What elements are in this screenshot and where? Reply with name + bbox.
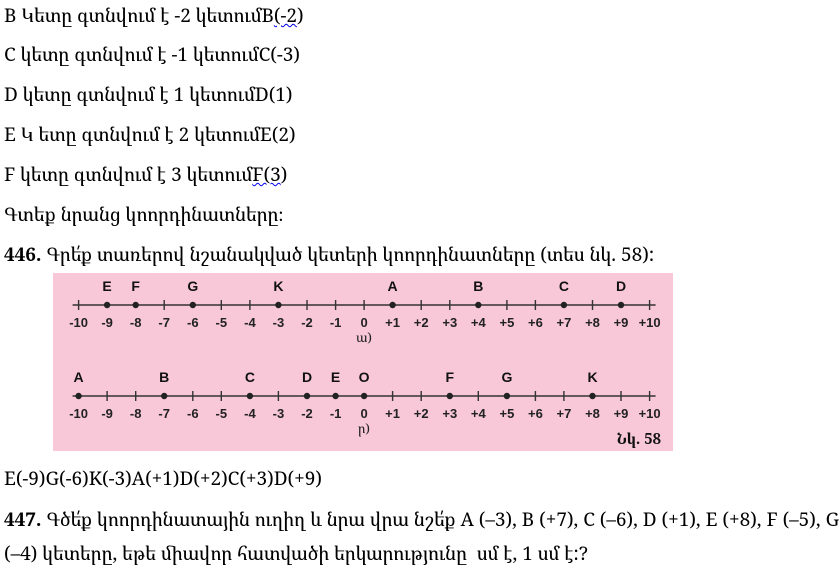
- svg-text:C: C: [559, 278, 569, 294]
- svg-text:+1: +1: [385, 406, 400, 421]
- svg-text:+10: +10: [639, 315, 661, 330]
- svg-text:-5: -5: [216, 406, 228, 421]
- svg-text:-4: -4: [244, 406, 256, 421]
- svg-text:D: D: [616, 278, 626, 294]
- svg-text:+6: +6: [528, 315, 543, 330]
- svg-text:+4: +4: [471, 406, 487, 421]
- svg-text:+5: +5: [499, 406, 514, 421]
- svg-text:+4: +4: [471, 315, 487, 330]
- svg-text:-9: -9: [101, 406, 113, 421]
- svg-text:-6: -6: [187, 406, 199, 421]
- svg-text:+7: +7: [556, 315, 571, 330]
- svg-text:B: B: [159, 369, 169, 385]
- svg-text:-1: -1: [330, 315, 342, 330]
- svg-text:+2: +2: [414, 406, 429, 421]
- svg-text:+3: +3: [442, 315, 457, 330]
- svg-text:C: C: [245, 369, 255, 385]
- svg-text:+1: +1: [385, 315, 400, 330]
- svg-text:Նկ. 58: Նկ. 58: [617, 429, 661, 449]
- svg-text:-6: -6: [187, 315, 199, 330]
- svg-text:K: K: [273, 278, 283, 294]
- svg-text:O: O: [359, 369, 370, 385]
- svg-text:-10: -10: [69, 315, 88, 330]
- svg-text:+8: +8: [585, 406, 600, 421]
- svg-text:E: E: [102, 278, 111, 294]
- svg-text:+8: +8: [585, 315, 600, 330]
- svg-text:+6: +6: [528, 406, 543, 421]
- svg-text:+10: +10: [639, 406, 661, 421]
- svg-text:ր): ր): [358, 419, 370, 437]
- svg-text:+7: +7: [556, 406, 571, 421]
- svg-text:-9: -9: [101, 315, 113, 330]
- svg-text:+5: +5: [499, 315, 514, 330]
- svg-text:-5: -5: [216, 315, 228, 330]
- svg-text:-3: -3: [273, 315, 285, 330]
- svg-text:A: A: [74, 369, 84, 385]
- svg-text:F: F: [131, 278, 140, 294]
- svg-text:F: F: [446, 369, 455, 385]
- svg-text:-4: -4: [244, 315, 256, 330]
- svg-text:-2: -2: [301, 315, 313, 330]
- svg-text:K: K: [587, 369, 597, 385]
- svg-text:G: G: [501, 369, 512, 385]
- svg-text:-1: -1: [330, 406, 342, 421]
- svg-text:-7: -7: [158, 315, 170, 330]
- svg-text:+9: +9: [614, 406, 629, 421]
- svg-text:G: G: [187, 278, 198, 294]
- svg-text:-3: -3: [273, 406, 285, 421]
- svg-text:-2: -2: [301, 406, 313, 421]
- svg-text:+9: +9: [614, 315, 629, 330]
- svg-text:-8: -8: [130, 406, 142, 421]
- svg-text:E: E: [331, 369, 340, 385]
- svg-text:+3: +3: [442, 406, 457, 421]
- svg-text:A: A: [388, 278, 398, 294]
- svg-text:ա): ա): [356, 328, 372, 346]
- svg-text:B: B: [473, 278, 483, 294]
- svg-text:-8: -8: [130, 315, 142, 330]
- svg-text:-7: -7: [158, 406, 170, 421]
- svg-text:D: D: [302, 369, 312, 385]
- svg-text:-10: -10: [69, 406, 88, 421]
- svg-text:+2: +2: [414, 315, 429, 330]
